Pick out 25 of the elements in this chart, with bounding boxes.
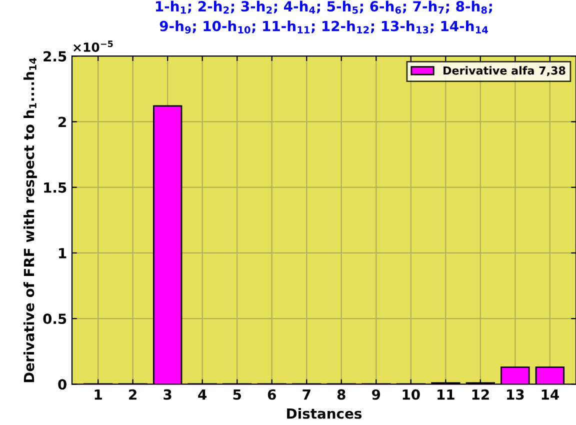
x-tick-label: 6 — [268, 389, 276, 400]
x-tick-label: 14 — [542, 389, 559, 400]
y-tick-label: 0.5 — [43, 314, 66, 324]
x-tick-label: 8 — [337, 389, 346, 400]
text: ×10$^{−5}$ — [74, 40, 113, 52]
legend-label: Derivative alfa 7,38 — [444, 66, 566, 76]
y-tick-label: 1.5 — [44, 182, 66, 193]
x-tick-label: 4 — [198, 389, 207, 400]
x-tick-label: 11 — [438, 389, 454, 400]
y-tick-label: 2 — [58, 116, 66, 127]
y-tick-label: 0 — [58, 379, 66, 390]
y-axis-title: Derivative of FRF with respect to h$_{1}$....h$_{14}$ — [24, 58, 37, 382]
x-tick-label: 2 — [129, 389, 136, 400]
x-tick-label: 13 — [507, 389, 524, 400]
y-tick-label: 2.5 — [44, 51, 66, 62]
x-axis-title: Distances — [287, 408, 362, 419]
x-tick-label: 3 — [164, 389, 172, 400]
x-tick-label: 1 — [94, 389, 102, 400]
x-tick-label: 9 — [372, 389, 380, 400]
x-tick-label: 10 — [402, 389, 420, 400]
x-tick-label: 12 — [472, 389, 489, 400]
x-tick-label: 5 — [233, 389, 241, 400]
y-tick-label: 1 — [59, 248, 66, 258]
chart-title: 1-h$_{1}$; 2-h$_{2}$; 3-h$_{2}$; 4-h$_{4}$; 5-h$_{5}$; 6-h$_{6}$; 7-h$_{7}$; 8-h$_{8}$; 9-h$_{9}$; 10-h$_{10}$; 11-h$_{11}$; 12-h$_{12}$; 13-h$_{13}$; 14-h$_{14}$ — [156, 0, 492, 34]
x-tick-label: 7 — [302, 389, 310, 400]
